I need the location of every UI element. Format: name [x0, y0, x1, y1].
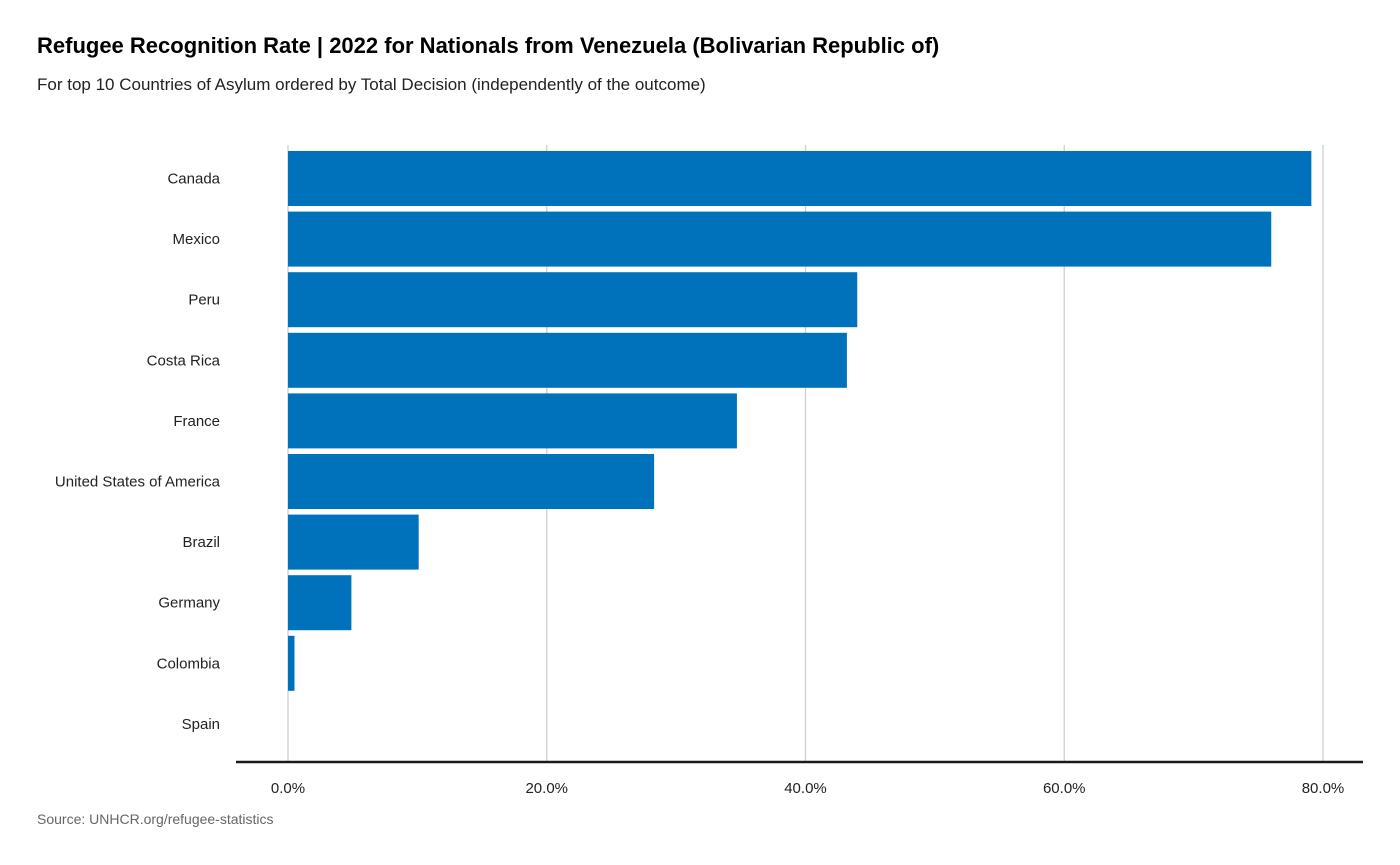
bar-colombia [288, 635, 295, 691]
bar-brazil [288, 514, 419, 570]
chart-subtitle: For top 10 Countries of Asylum ordered b… [37, 75, 706, 94]
y-category-label: Colombia [157, 655, 221, 672]
y-category-label: Brazil [182, 534, 220, 551]
y-category-label: Peru [188, 292, 220, 309]
bar-germany [288, 575, 352, 631]
y-category-label: Canada [167, 171, 220, 188]
x-tick-label: 0.0% [271, 780, 305, 797]
y-category-label: France [173, 413, 220, 430]
x-tick-label: 80.0% [1302, 780, 1345, 797]
y-category-label: Germany [158, 595, 220, 612]
chart-title: Refugee Recognition Rate | 2022 for Nati… [37, 33, 940, 58]
bar-canada [288, 151, 1312, 206]
y-category-label: Costa Rica [147, 352, 221, 369]
bar-united-states-of-america [288, 454, 655, 509]
y-category-label: Mexico [172, 231, 220, 248]
x-tick-label: 20.0% [525, 780, 568, 797]
bar-mexico [288, 211, 1272, 267]
y-category-label: Spain [182, 716, 220, 733]
bar-peru [288, 272, 858, 328]
y-category-label: United States of America [55, 474, 221, 491]
bar-france [288, 393, 737, 449]
bar-costa-rica [288, 332, 847, 388]
x-tick-label: 40.0% [784, 780, 827, 797]
x-tick-label: 60.0% [1043, 780, 1086, 797]
chart-caption: Source: UNHCR.org/refugee-statistics [37, 811, 274, 827]
